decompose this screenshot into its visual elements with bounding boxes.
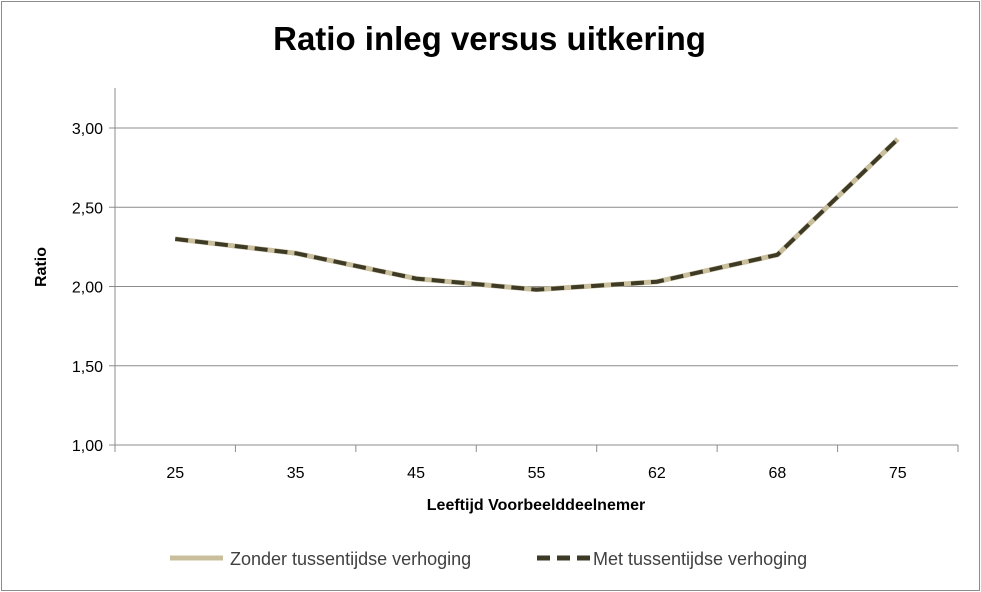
y-tick-label: 1,50	[72, 359, 103, 376]
x-axis-title: Leeftijd Voorbeelddeelnemer	[427, 497, 645, 514]
legend: Zonder tussentijdse verhoging Met tussent…	[170, 549, 807, 569]
legend-label-1: Zonder tussentijdse verhoging	[230, 549, 471, 569]
series-line-1	[174, 137, 900, 293]
y-tick-label: 2,50	[72, 200, 103, 217]
x-tick-label: 68	[768, 465, 786, 482]
legend-label-2: Met tussentijdse verhoging	[593, 549, 807, 569]
y-axis-title: Ratio	[33, 247, 50, 287]
series-lines	[174, 137, 900, 293]
chart-title: Ratio inleg versus uitkering	[273, 20, 706, 57]
x-tick-label: 62	[648, 465, 666, 482]
y-tick-label: 3,00	[72, 121, 103, 138]
series-line-2	[174, 137, 900, 292]
grid-lines	[115, 127, 958, 367]
x-tick-label: 75	[889, 465, 907, 482]
x-tick-label: 55	[528, 465, 546, 482]
x-tick-labels: 25 35 45 55 62 68 75	[166, 465, 906, 482]
y-tick-label: 2,00	[72, 280, 103, 297]
x-tick-label: 45	[407, 465, 425, 482]
y-tick-label: 1,00	[72, 438, 103, 455]
x-tick-label: 35	[287, 465, 305, 482]
x-tick-label: 25	[166, 465, 184, 482]
axes	[109, 88, 959, 452]
y-tick-labels: 1,00 1,50 2,00 2,50 3,00	[72, 121, 103, 455]
